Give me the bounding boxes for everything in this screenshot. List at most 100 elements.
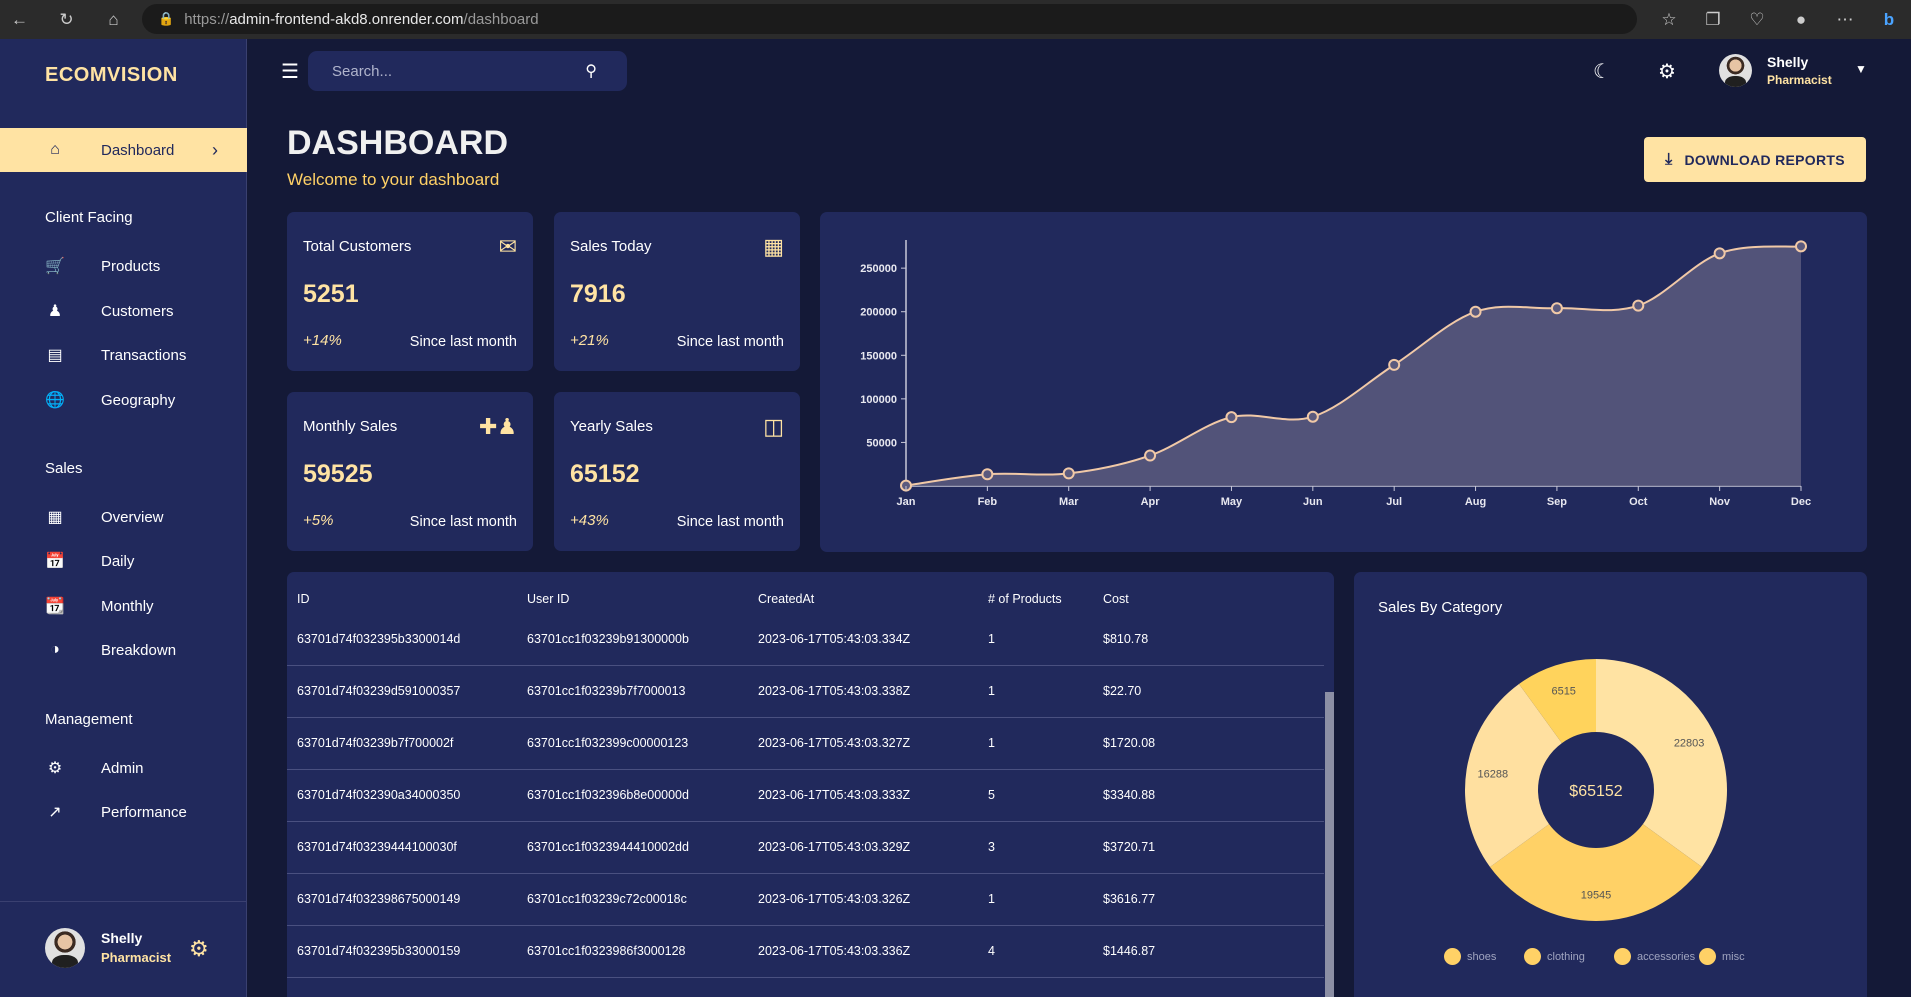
table-cell: 63701d74f03239444100030f xyxy=(297,840,457,854)
stat-title: Sales Today xyxy=(570,238,652,255)
sidebar-item-monthly[interactable]: 📆 Monthly xyxy=(0,586,247,626)
table-cell: 3 xyxy=(988,840,995,854)
stat-card-monthly-sales: Monthly Sales ✚♟ 59525 +5% Since last mo… xyxy=(287,392,533,551)
table-cell: 63701d74f032395b33000159 xyxy=(297,944,461,958)
sidebar-item-overview[interactable]: ▦ Overview xyxy=(0,497,247,537)
refresh-icon[interactable]: ↻ xyxy=(59,9,74,29)
table-row[interactable]: 63701d74f03239444100030f 63701cc1f0323944… xyxy=(287,822,1324,874)
dropdown-arrow-icon[interactable]: ▼ xyxy=(1855,62,1867,76)
sidebar-item-label: Dashboard xyxy=(101,141,175,159)
bing-icon[interactable]: b xyxy=(1883,9,1895,29)
table-cell: 63701cc1f032399c00000123 xyxy=(527,736,689,750)
profile-icon[interactable]: ● xyxy=(1795,9,1807,29)
sidebar-item-products[interactable]: 🛒 Products xyxy=(0,246,247,286)
download-icon: ⤓ xyxy=(1665,150,1673,168)
legend-dot xyxy=(1524,948,1541,965)
sidebar-item-geography[interactable]: 🌐 Geography xyxy=(0,380,247,420)
table-cell: 63701cc1f03239c72c00018c xyxy=(527,892,687,906)
x-tick-label: May xyxy=(1221,496,1243,508)
table-cell: 2023-06-17T05:43:03.336Z xyxy=(758,944,911,958)
dark-mode-icon[interactable]: ☾ xyxy=(1593,60,1611,83)
cart-icon: 🛒 xyxy=(45,258,65,275)
x-tick-label: Jul xyxy=(1386,496,1402,508)
data-point xyxy=(1632,299,1645,312)
favorites-icon[interactable]: ☆ xyxy=(1661,9,1677,29)
table-cell: 2023-06-17T05:43:03.338Z xyxy=(758,684,911,698)
legend-label: misc xyxy=(1722,950,1745,963)
legend-item[interactable]: clothing xyxy=(1524,948,1585,965)
app-logo: ECOMVISION xyxy=(45,64,178,86)
home-browser-icon[interactable]: ⌂ xyxy=(108,9,119,29)
slice-accessories xyxy=(1465,684,1562,868)
search-icon[interactable]: ⚲ xyxy=(585,63,597,80)
table-row[interactable]: 63701d74f032395b3300014d 63701cc1f03239b9… xyxy=(287,614,1324,666)
table-cell: 1 xyxy=(988,892,995,906)
column-header[interactable]: Cost xyxy=(1103,592,1129,606)
user-name: Shelly xyxy=(101,930,143,946)
table-scrollbar[interactable] xyxy=(1325,692,1334,997)
sales-area-chart: 50000 100000 150000 200000 250000 Jan Feb Mar Ap… xyxy=(860,240,1811,508)
cash-register-icon: ▦ xyxy=(763,234,784,259)
data-point xyxy=(1062,467,1075,480)
search-bar[interactable]: Search... ⚲ xyxy=(308,51,627,91)
sidebar-item-performance[interactable]: ↗ Performance xyxy=(0,792,247,832)
pie-chart-icon: ◑ xyxy=(50,641,60,658)
menu-icon[interactable]: ☰ xyxy=(281,60,299,83)
settings-icon[interactable]: ⚙ xyxy=(189,936,209,961)
collections-icon[interactable]: ❐ xyxy=(1705,9,1721,29)
table-row[interactable]: 63701d74f03239b7f700002f 63701cc1f032399c… xyxy=(287,718,1324,770)
slice-label: 6515 xyxy=(1551,686,1575,698)
stat-increase: +14% xyxy=(303,332,342,349)
stat-title: Monthly Sales xyxy=(303,418,398,435)
table-row[interactable]: 63701d74f03239d591000357 63701cc1f03239b7… xyxy=(287,666,1324,718)
table-cell: $3616.77 xyxy=(1103,892,1156,906)
column-header[interactable]: ID xyxy=(297,592,310,606)
data-point xyxy=(981,468,994,481)
table-cell: $1720.08 xyxy=(1103,736,1156,750)
column-header[interactable]: # of Products xyxy=(988,592,1062,606)
column-header[interactable]: User ID xyxy=(527,592,570,606)
sidebar-item-customers[interactable]: ♟ Customers xyxy=(0,291,247,331)
sidebar-item-admin[interactable]: ⚙ Admin xyxy=(0,748,247,788)
column-header[interactable]: CreatedAt xyxy=(758,592,815,606)
legend-item[interactable]: accessories xyxy=(1614,948,1695,965)
legend-item[interactable]: shoes xyxy=(1444,948,1496,965)
x-tick-label: Jun xyxy=(1303,496,1323,508)
table-row[interactable]: 63701d74f032390a34000350 63701cc1f032396b… xyxy=(287,770,1324,822)
sidebar-item-dashboard[interactable]: ⌂ Dashboard › xyxy=(0,128,247,172)
avatar xyxy=(45,928,85,968)
series-line xyxy=(905,245,1802,487)
sidebar-item-label: Monthly xyxy=(101,597,154,615)
donut-total-label: $65152 xyxy=(1569,783,1622,800)
data-point xyxy=(1144,449,1157,462)
settings-icon[interactable]: ⚙ xyxy=(1658,60,1676,83)
data-point xyxy=(1225,411,1238,424)
extensions-icon[interactable]: ♡ xyxy=(1749,9,1765,29)
slice-shoes xyxy=(1596,659,1727,868)
table-cell: 1 xyxy=(988,684,995,698)
stat-value: 5251 xyxy=(303,280,359,308)
sidebar-item-daily[interactable]: 📅 Daily xyxy=(0,541,247,581)
sidebar-item-breakdown[interactable]: ◑ Breakdown xyxy=(0,630,247,670)
stat-description: Since last month xyxy=(409,334,517,350)
slice-label: 19545 xyxy=(1581,890,1612,902)
user-role: Pharmacist xyxy=(1767,73,1832,87)
table-cell: 2023-06-17T05:43:03.334Z xyxy=(758,632,911,646)
legend-dot xyxy=(1444,948,1461,965)
legend-item[interactable]: misc xyxy=(1699,948,1745,965)
x-tick-label: Dec xyxy=(1791,496,1811,508)
back-icon[interactable]: ← xyxy=(11,9,28,29)
table-cell: $3340.88 xyxy=(1103,788,1156,802)
address-bar[interactable]: 🔒 https://admin-frontend-akd8.onrender.c… xyxy=(142,4,1637,34)
globe-icon: 🌐 xyxy=(45,392,65,409)
table-row[interactable]: 63701d74f032395b33000159 63701cc1f0323986… xyxy=(287,926,1324,978)
table-cell: 2023-06-17T05:43:03.327Z xyxy=(758,736,911,750)
table-row[interactable]: 63701d74f032398675000149 63701cc1f03239c7… xyxy=(287,874,1324,926)
download-reports-button[interactable]: ⤓ DOWNLOAD REPORTS xyxy=(1644,137,1866,182)
sidebar-item-transactions[interactable]: ▤ Transactions xyxy=(0,335,247,375)
traffic-icon: ◫ xyxy=(763,414,784,439)
legend-label: accessories xyxy=(1637,950,1696,963)
avatar[interactable] xyxy=(1719,54,1752,87)
more-icon[interactable]: ⋯ xyxy=(1836,9,1854,29)
search-input[interactable]: Search... xyxy=(332,62,393,80)
